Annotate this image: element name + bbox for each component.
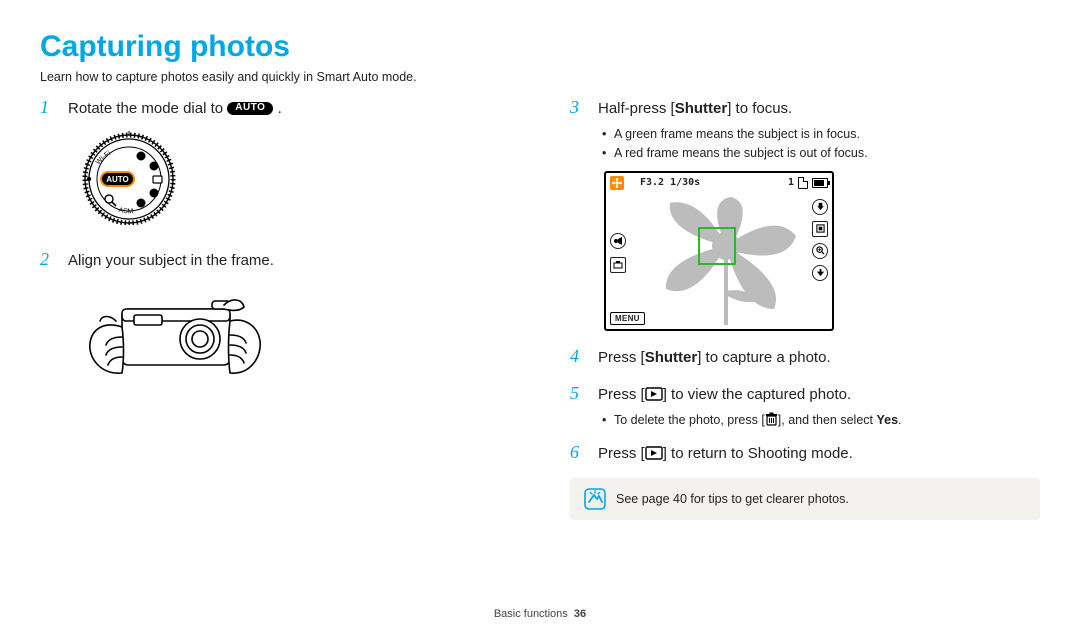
step-6: 6 Press [] to return to Shooting mode. <box>570 439 1040 466</box>
shot-count: 1 <box>788 177 794 188</box>
sd-card-icon <box>798 177 808 189</box>
battery-icon <box>812 178 828 188</box>
lcd-right-icon <box>812 265 828 281</box>
step-1: 1 Rotate the mode dial to AUTO . <box>40 94 510 230</box>
right-column: 3 Half-press [Shutter] to focus. A green… <box>570 94 1040 520</box>
auto-pill-icon: AUTO <box>227 102 273 115</box>
macro-icon <box>610 176 624 190</box>
step5-bullets: To delete the photo, press [], and then … <box>602 411 1040 430</box>
playback-icon <box>645 446 663 460</box>
mode-dial-illustration: AUTO Wi-Fi ASM <box>74 129 510 230</box>
step-text: Press [] to view the captured photo. <box>598 384 851 407</box>
svg-text:AUTO: AUTO <box>106 175 129 184</box>
lcd-right-icon <box>812 243 828 259</box>
step-text: Press [Shutter] to capture a photo. <box>598 347 831 370</box>
step-text: Half-press [Shutter] to focus. <box>598 98 792 121</box>
lcd-left-icon <box>610 257 626 273</box>
trash-icon <box>765 412 778 426</box>
exposure-info: F3.2 1/30s <box>640 177 700 188</box>
bullet: A red frame means the subject is out of … <box>602 144 1040 163</box>
tip-text: See page 40 for tips to get clearer phot… <box>616 492 849 506</box>
focus-frame <box>698 227 736 265</box>
step-text: Rotate the mode dial to AUTO . <box>68 98 282 121</box>
lcd-preview-illustration: F3.2 1/30s 1 <box>604 171 834 331</box>
lcd-left-icon <box>610 233 626 249</box>
step-text: Press [] to return to Shooting mode. <box>598 443 853 466</box>
step-3: 3 Half-press [Shutter] to focus. A green… <box>570 94 1040 331</box>
step-2: 2 Align your subject in the frame. <box>40 246 510 396</box>
playback-icon <box>645 387 663 401</box>
tip-icon <box>584 488 606 510</box>
page-subtitle: Learn how to capture photos easily and q… <box>40 70 1040 84</box>
bullet: To delete the photo, press [], and then … <box>602 411 1040 430</box>
left-column: 1 Rotate the mode dial to AUTO . <box>40 94 510 520</box>
step3-bullets: A green frame means the subject is in fo… <box>602 125 1040 163</box>
step-number: 3 <box>570 94 586 121</box>
tip-callout: See page 40 for tips to get clearer phot… <box>570 478 1040 520</box>
step-5: 5 Press [] to view the captured photo. T… <box>570 380 1040 430</box>
step-number: 1 <box>40 94 56 121</box>
step-number: 6 <box>570 439 586 466</box>
bullet: A green frame means the subject is in fo… <box>602 125 1040 144</box>
hands-holding-camera-illustration <box>74 281 510 396</box>
page-title: Capturing photos <box>40 30 1040 64</box>
page-footer: Basic functions 36 <box>0 608 1080 620</box>
lcd-right-icon <box>812 199 828 215</box>
step-number: 2 <box>40 246 56 273</box>
step-text: Align your subject in the frame. <box>68 250 274 273</box>
step-4: 4 Press [Shutter] to capture a photo. <box>570 343 1040 370</box>
step-number: 5 <box>570 380 586 407</box>
lcd-right-icon <box>812 221 828 237</box>
step-number: 4 <box>570 343 586 370</box>
menu-button-label: MENU <box>610 312 645 325</box>
